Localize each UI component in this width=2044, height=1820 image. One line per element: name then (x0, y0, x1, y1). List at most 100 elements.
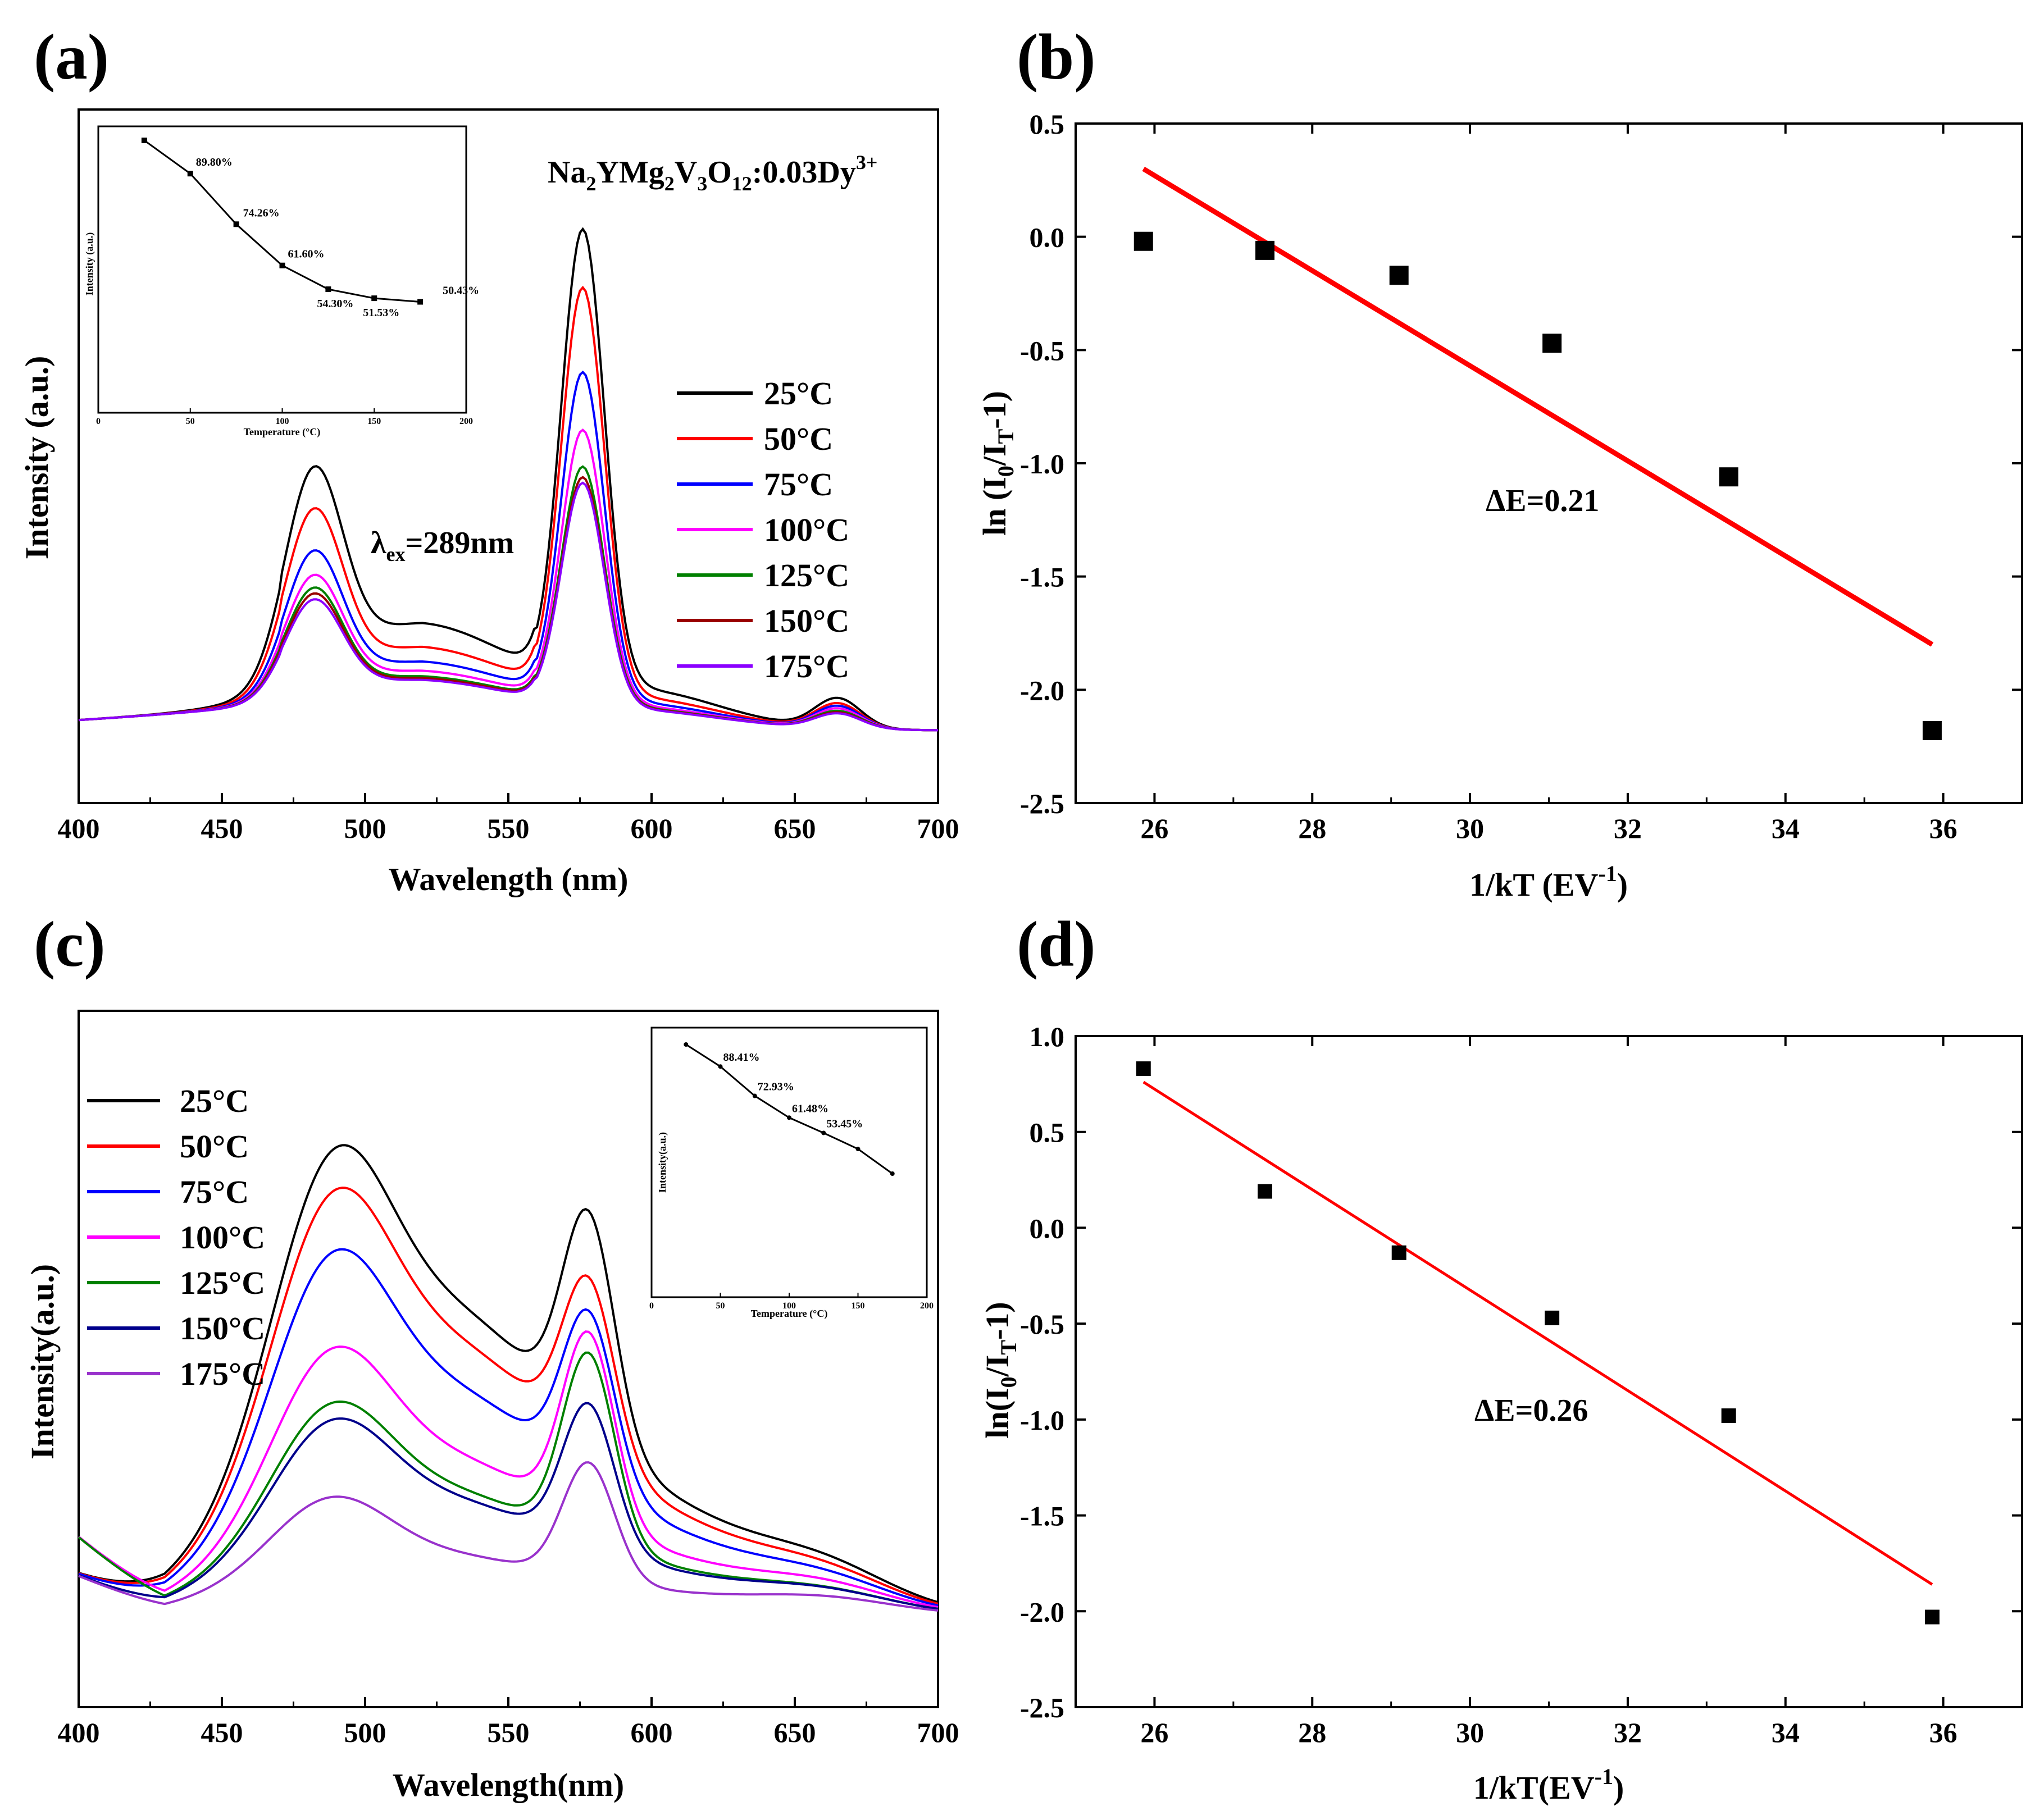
x-tick-label: 650 (774, 813, 816, 844)
d-x-axis-label: 1/kT(EV-1) (1473, 1764, 1624, 1806)
y-tick-label: -0.5 (1020, 335, 1064, 366)
y-tick-label: -1.0 (1020, 1404, 1064, 1436)
y-tick-label: -0.5 (1020, 1308, 1064, 1340)
y-tick-label: -2.0 (1020, 674, 1064, 706)
a-sample-label: Na2YMg2V3O12:0.03Dy3+ (548, 151, 877, 195)
c-inset-x-tick-label: 50 (716, 1301, 725, 1311)
c-series-line-0 (78, 1144, 939, 1604)
y-tick-label: -1.0 (1020, 448, 1064, 480)
a-inset-point (141, 138, 147, 143)
y-tick-label: 0.5 (1030, 108, 1065, 140)
a-inset-x-tick-label: 100 (276, 417, 289, 426)
c-x-ticks: 400 450 500 550 600 650 700 (58, 1697, 959, 1748)
x-tick-label: 28 (1298, 1717, 1326, 1748)
x-tick-label: 28 (1298, 813, 1326, 844)
c-inset-value-label: 88.41% (723, 1051, 760, 1064)
y-tick-label: -2.5 (1020, 788, 1064, 819)
data-point (1721, 1408, 1736, 1424)
a-inset-point (279, 262, 285, 268)
x-tick-label: 500 (344, 813, 386, 844)
c-inset-point (718, 1064, 723, 1069)
panel-label-c: (c) (34, 909, 106, 980)
a-inset-value-label: 50.43% (443, 285, 479, 297)
a-inset-x-tick-label: 200 (459, 417, 473, 426)
x-tick-label: 650 (774, 1717, 816, 1748)
a-inset-value-label: 51.53% (363, 307, 399, 319)
a-inset-point (417, 299, 424, 305)
a-inset-frame (97, 125, 467, 414)
a-legend-label-3: 100°C (764, 512, 849, 548)
c-series-line-5 (78, 1402, 939, 1610)
x-tick-label: 600 (631, 813, 673, 844)
a-inset-value-label: 89.80% (196, 156, 233, 168)
a-inset-value-label: 54.30% (317, 298, 353, 310)
a-series-line-0 (78, 227, 938, 732)
c-inset-point (855, 1147, 861, 1152)
y-tick-label: 0.0 (1030, 222, 1065, 253)
x-tick-label: 36 (1929, 813, 1957, 844)
a-inset-point (233, 221, 239, 227)
x-tick-label: 400 (58, 1717, 100, 1748)
c-series-line-2 (78, 1248, 939, 1607)
data-point (1924, 1609, 1940, 1625)
y-tick-label: -1.5 (1020, 562, 1064, 593)
y-tick-label: 0.0 (1030, 1212, 1065, 1244)
c-inset-point (821, 1130, 826, 1135)
data-point (1136, 1061, 1151, 1077)
c-inset-value-label: 53.45% (826, 1117, 863, 1130)
c-inset-point (752, 1093, 757, 1098)
a-y-axis-label: Intensity (a.u.) (19, 356, 55, 560)
plot-frame-b (1075, 122, 2023, 804)
a-inset: 0 50 100 150 200 89.80% 74.26% 61.60% 54.30% 51.5… (84, 125, 479, 438)
x-tick-label: 550 (488, 813, 530, 844)
a-legend-label-0: 25°C (764, 375, 833, 412)
c-inset: 0 50 100 150 200 88.41% 72.93% 61.48% 53.45% Tem… (649, 1027, 934, 1320)
a-legend-label-1: 50°C (764, 421, 833, 457)
c-series-group (78, 1144, 939, 1612)
b-content: 26 28 30 32 34 36 0.5 0.0 -0.5 -1.0 -1.5 -2.0 -2.5 (1020, 108, 2023, 844)
data-point (1133, 231, 1153, 251)
panel-b: (b) 26 28 30 32 34 36 0.5 0.0 -0.5 -1.0 -1.5 -2.0 -2… (976, 21, 2023, 903)
c-legend-label-2: 75°C (180, 1174, 249, 1210)
a-legend: 25°C 50°C 75°C 100°C 125°C 150°C 175°C (677, 375, 849, 685)
x-tick-label: 500 (344, 1717, 386, 1748)
c-legend-label-5: 150°C (180, 1310, 265, 1347)
data-point (1542, 334, 1562, 353)
a-inset-x-tick-label: 50 (186, 417, 195, 426)
a-inset-x-label: Temperature (°C) (244, 426, 321, 438)
x-tick-label: 600 (631, 1717, 673, 1748)
a-inset-y-label: Intensity (a.u.) (84, 232, 95, 296)
a-x-axis-label: Wavelength (nm) (389, 861, 629, 897)
y-tick-label: -1.5 (1020, 1500, 1064, 1532)
y-tick-label: -2.5 (1020, 1692, 1064, 1723)
a-series-line-6 (78, 481, 939, 732)
a-inset-point (325, 286, 331, 293)
x-tick-label: 700 (917, 1717, 959, 1748)
c-series-line-6 (78, 1461, 939, 1612)
d-y-axis-label: ln(I0/IT-1) (979, 1302, 1021, 1438)
x-tick-label: 34 (1772, 813, 1800, 844)
y-tick-label: 0.5 (1030, 1117, 1065, 1148)
a-x-ticks: 400 450 500 550 600 650 700 (58, 793, 959, 844)
c-legend-label-0: 25°C (180, 1083, 249, 1119)
x-tick-label: 700 (917, 813, 959, 844)
b-x-axis-label: 1/kT (EV-1) (1469, 861, 1628, 903)
x-tick-label: 30 (1456, 1717, 1484, 1748)
data-point (1258, 1184, 1272, 1199)
y-tick-label: -2.0 (1020, 1596, 1064, 1627)
c-inset-frame (650, 1027, 928, 1298)
a-excitation-label: λex=289nm (371, 526, 514, 565)
a-legend-label-5: 150°C (764, 603, 849, 639)
panel-a: (a) 400 450 500 550 600 650 700 Wavelength (nm… (19, 21, 959, 897)
c-series-line-1 (78, 1187, 939, 1605)
c-inset-x-tick-label: 100 (782, 1301, 796, 1311)
data-point (1922, 720, 1942, 740)
x-tick-label: 26 (1140, 1717, 1168, 1748)
c-inset-content: 0 50 100 150 200 88.41% 72.93% 61.48% 53.45% (649, 1042, 934, 1311)
x-tick-label: 26 (1140, 813, 1168, 844)
x-tick-label: 36 (1929, 1717, 1957, 1748)
c-inset-x-label: Temperature (°C) (751, 1308, 828, 1320)
c-inset-x-tick-label: 150 (852, 1301, 865, 1311)
x-tick-label: 550 (488, 1717, 530, 1748)
